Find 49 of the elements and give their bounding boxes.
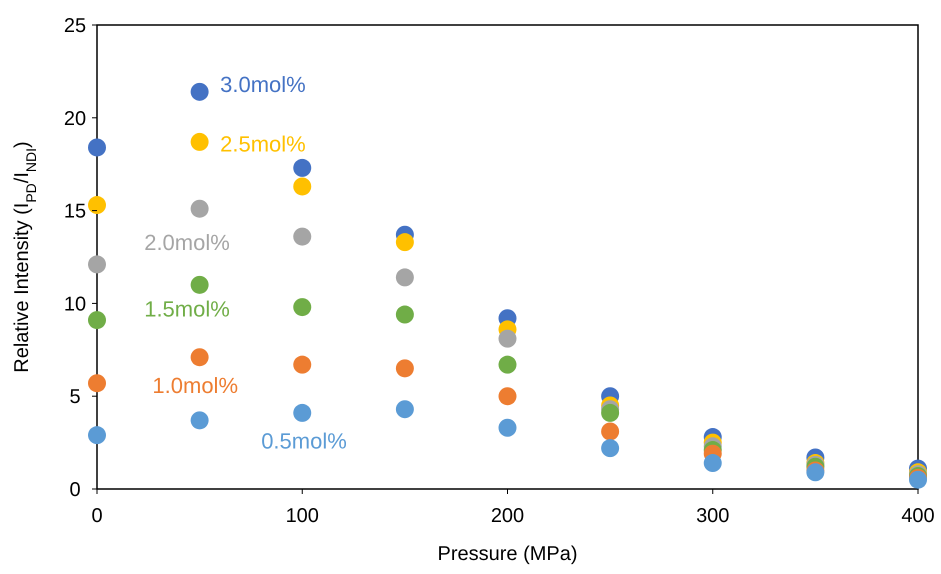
point: [293, 404, 312, 422]
point: [190, 411, 209, 430]
point: [88, 311, 106, 330]
point: [396, 359, 414, 378]
x-tick-label: 100: [286, 505, 319, 527]
x-tick-label: 400: [901, 505, 935, 527]
point: [190, 348, 209, 366]
series-label: 1.0mol%: [152, 372, 238, 398]
y-tick-label: 15: [64, 200, 86, 223]
point: [293, 298, 312, 316]
point: [293, 228, 312, 246]
point: [396, 306, 414, 324]
point: [498, 330, 516, 348]
point: [293, 158, 312, 177]
series-label: 3.0mol%: [220, 72, 306, 98]
point: [601, 404, 620, 422]
point: [88, 374, 106, 392]
point: [88, 138, 106, 156]
point: [396, 233, 414, 252]
y-tick-label: 0: [69, 479, 81, 501]
x-tick-label: 300: [696, 505, 730, 527]
y-tick-label: 5: [69, 386, 81, 408]
x-tick-label: 0: [91, 505, 103, 527]
point: [88, 255, 106, 274]
point: [190, 276, 209, 294]
point: [498, 387, 516, 406]
y-tick-label: 20: [64, 108, 86, 130]
series-label: 2.5mol%: [220, 131, 306, 156]
point: [704, 454, 722, 472]
point: [190, 200, 209, 218]
point: [190, 82, 209, 101]
point: [396, 268, 414, 286]
y-tick-label: 10: [64, 293, 86, 316]
x-axis-title: Pressure (MPa): [437, 543, 578, 565]
point: [190, 132, 209, 151]
point: [601, 422, 620, 440]
x-tick-label: 200: [490, 505, 524, 527]
point: [88, 426, 106, 444]
point: [498, 356, 516, 374]
point: [396, 400, 414, 418]
point: [601, 439, 620, 458]
series-label: 2.0mol%: [144, 230, 230, 255]
point: [498, 418, 516, 437]
point: [293, 177, 312, 196]
series-label: 1.5mol%: [144, 296, 230, 322]
series-label: 0.5mol%: [261, 428, 347, 454]
y-tick-label: 25: [64, 15, 86, 37]
point: [293, 356, 312, 374]
point: [88, 196, 106, 214]
